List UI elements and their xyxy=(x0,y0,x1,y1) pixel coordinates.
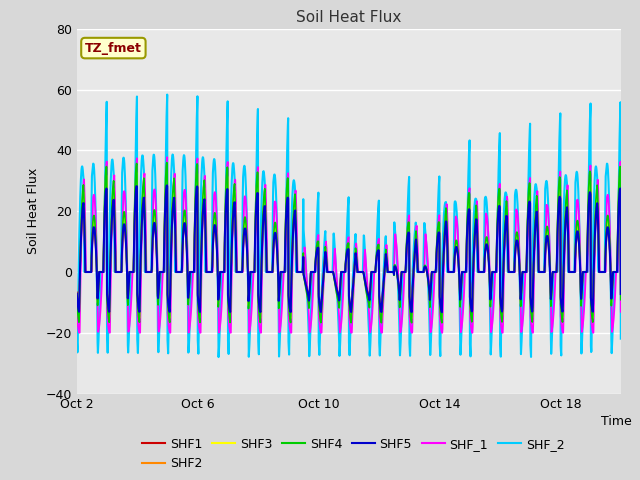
Legend: SHF1, SHF2, SHF3, SHF4, SHF5, SHF_1, SHF_2: SHF1, SHF2, SHF3, SHF4, SHF5, SHF_1, SHF… xyxy=(138,432,570,475)
X-axis label: Time: Time xyxy=(601,416,632,429)
Y-axis label: Soil Heat Flux: Soil Heat Flux xyxy=(27,168,40,254)
Text: TZ_fmet: TZ_fmet xyxy=(85,42,142,55)
Title: Soil Heat Flux: Soil Heat Flux xyxy=(296,10,401,25)
